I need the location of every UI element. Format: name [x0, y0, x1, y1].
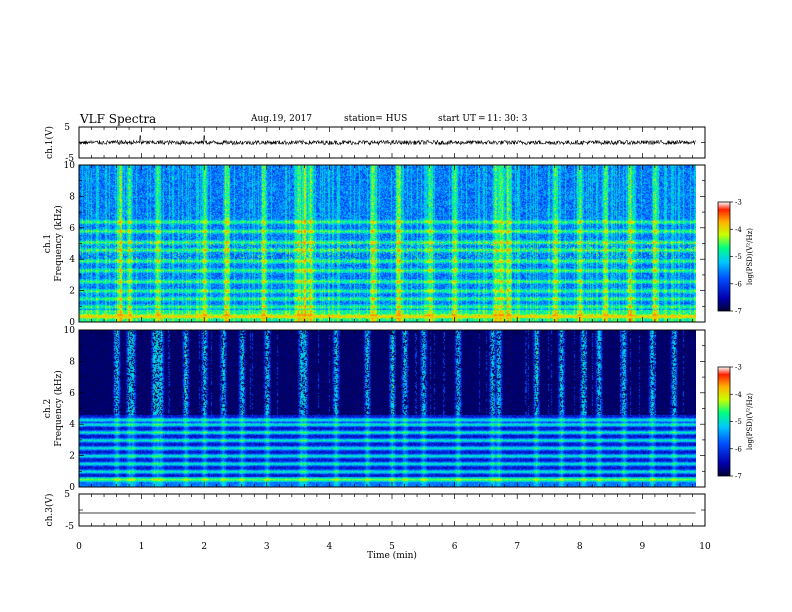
- y-tick-label: 8: [69, 357, 75, 367]
- y-axis-label: ch.1(V): [44, 126, 55, 159]
- x-tick-label: 4: [327, 542, 333, 552]
- colorbar-label: log(PSD)(V²/Hz): [746, 228, 754, 285]
- colorbar-tick-label: -6: [735, 445, 742, 453]
- colorbar-tick-label: -7: [735, 308, 742, 316]
- y-tick-label: 4: [69, 420, 75, 430]
- ch1-spectrogram-image: [79, 165, 696, 322]
- y-axis-label: ch.1: [43, 234, 53, 253]
- date-label: Aug.19, 2017: [251, 114, 312, 124]
- colorbar: [717, 201, 731, 312]
- y-tick-label: 5: [64, 123, 70, 133]
- y-tick-label: 5: [64, 490, 70, 500]
- colorbar-tick-label: -4: [735, 391, 742, 399]
- x-tick-label: 9: [640, 542, 646, 552]
- colorbar-tick-label: -3: [735, 199, 742, 207]
- start-ut-value: 11: 30: 3: [487, 114, 528, 124]
- x-tick-label: 3: [264, 542, 270, 552]
- y-axis-label: ch.2: [43, 399, 53, 418]
- colorbar-tick-label: -7: [735, 473, 742, 481]
- x-tick-label: 10: [699, 542, 711, 552]
- ch2-spectrogram-image: [79, 330, 696, 487]
- x-tick-label: 6: [452, 542, 458, 552]
- y-tick-label: 0: [69, 318, 75, 328]
- colorbar-tick-label: -3: [735, 364, 742, 372]
- x-axis-label: Time (min): [367, 550, 417, 561]
- y-tick-label: 2: [69, 452, 75, 462]
- y-tick-label: -5: [65, 522, 74, 532]
- y-tick-label: 2: [69, 287, 75, 297]
- y-tick-label: 4: [69, 255, 75, 265]
- x-tick-label: 8: [577, 542, 583, 552]
- colorbar: [717, 366, 731, 477]
- y-tick-label: 10: [64, 161, 76, 171]
- colorbar-tick-label: -4: [735, 226, 742, 234]
- ch1-waveform-line: [78, 135, 696, 146]
- y-tick-label: 6: [69, 389, 75, 399]
- y-tick-label: 0: [69, 483, 75, 493]
- x-tick-label: 0: [76, 542, 82, 552]
- start-ut-label: start UT: [438, 114, 476, 124]
- y-tick-label: 8: [69, 192, 75, 202]
- y-tick-label: 6: [69, 224, 75, 234]
- x-tick-label: 7: [514, 542, 520, 552]
- y-axis-label: Frequency (kHz): [53, 370, 64, 447]
- station-label: station= HUS: [344, 114, 408, 124]
- y-axis-label: Frequency (kHz): [53, 205, 64, 282]
- x-tick-label: 5: [389, 542, 395, 552]
- colorbar-tick-label: -5: [735, 253, 742, 261]
- colorbar-label: log(PSD)(V²/Hz): [746, 393, 754, 450]
- colorbar-tick-label: -6: [735, 280, 742, 288]
- y-tick-label: 10: [64, 326, 76, 336]
- colorbar-tick-label: -5: [735, 418, 742, 426]
- figure-title: VLF Spectra: [80, 112, 157, 126]
- y-axis-label: ch.3(V): [44, 494, 55, 527]
- start-ut-equals: =: [478, 114, 486, 124]
- y-tick-label: -5: [65, 154, 74, 164]
- x-tick-label: 2: [201, 542, 207, 552]
- x-tick-label: 1: [139, 542, 145, 552]
